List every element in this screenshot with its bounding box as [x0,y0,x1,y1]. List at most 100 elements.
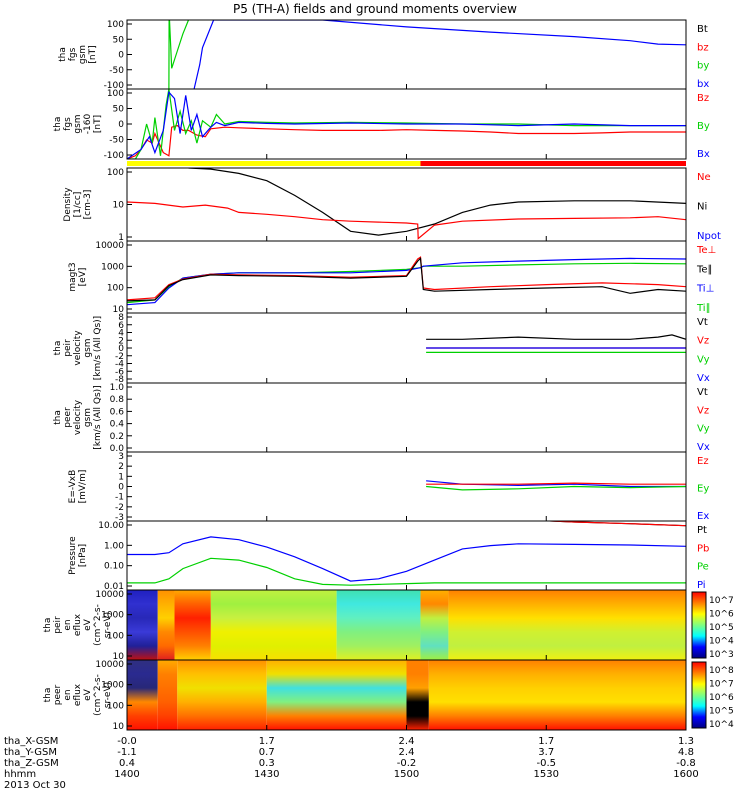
y-axis-label: en [63,689,73,700]
y-tick-label: 0.4 [110,420,125,430]
legend-label: Npot [697,231,721,242]
series-line-1 [127,201,686,240]
ephemeris-row-label: tha_Z-GSM [4,758,59,769]
y-axis-label: (cm^2-s- [93,674,103,716]
date-label: 2013 Oct 30 [4,780,66,791]
y-tick-label: -2 [115,352,124,362]
legend-label: Vy [697,424,710,435]
series-line-1 [193,20,686,89]
y-tick-label: 10 [113,652,125,662]
ephemeris-value: 0.3 [259,758,275,769]
y-axis-label: E=-VxB [68,470,78,504]
y-tick-label: -100 [104,151,125,161]
ephemeris-value: 1.7 [538,736,554,747]
ephemeris-value: 0.4 [119,758,135,769]
y-axis-label: [nT] [88,45,98,63]
y-axis-label: [mV/m] [78,470,88,504]
ephemeris-value: 1400 [114,769,139,780]
spectrogram-band [177,660,267,730]
legend-label: by [697,61,709,72]
y-axis-label: velocity [73,330,83,366]
legend-label: bz [697,42,709,53]
y-tick-label: 100 [107,701,124,711]
legend-label: Vt [697,317,708,328]
series-line-0 [127,536,686,582]
colorbar [691,661,707,729]
y-axis-label: [km/s (All Qs)] [93,316,103,380]
colorbar-tick-label: 10^5 [709,707,734,717]
y-tick-label: 3 [118,452,124,462]
legend-label: Bt [697,24,708,35]
y-tick-label: 10000 [95,660,124,670]
y-axis-label: peir [53,616,63,634]
y-axis-label: sr-eV) [103,682,113,708]
y-axis-label: fgs [68,47,78,61]
colorbar-tick-label: 10^6 [709,610,734,620]
colorbar-tick-label: 10^8 [709,666,734,676]
ephemeris-value: 1530 [534,769,559,780]
y-axis-label: [nPa] [78,544,88,567]
legend-label: Pt [697,525,707,536]
y-axis-label: gsm [83,408,93,427]
spectrogram-band [127,590,158,660]
y-axis-label: sr-eV) [103,612,113,638]
y-axis-label: tha [53,410,63,425]
ephemeris-value: 1430 [254,769,279,780]
colorbar-tick-label: 10^4 [709,637,734,647]
y-tick-label: -1 [115,493,124,503]
y-axis-label: [km/s (All Qs)] [93,385,103,449]
y-tick-label: 0.2 [110,432,124,442]
y-tick-label: 50 [113,105,125,115]
spectrogram-band [420,590,449,660]
y-tick-label: -3 [115,513,124,523]
y-tick-label: 6 [118,321,124,331]
spectrogram-band [174,590,211,660]
ephemeris-row-label: tha_Y-GSM [4,747,57,758]
y-axis-label: tha [43,618,53,633]
y-axis-label: magt3 [68,262,78,291]
y-tick-label: 1000 [101,262,124,272]
y-axis-label: [eV] [78,268,88,287]
legend-label: Vt [697,387,708,398]
y-tick-label: 50 [113,35,125,45]
y-axis-label: velocity [73,399,83,435]
y-axis-label: gsm [78,45,88,64]
legend-label: Bz [697,93,709,104]
y-tick-label: 1 [118,472,124,482]
region-bar-1 [420,161,686,166]
panel-frame [126,167,687,242]
legend-label: Pb [697,543,709,554]
y-tick-label: -6 [115,367,124,377]
y-tick-label: 0 [118,51,124,61]
y-tick-label: 0 [118,120,124,130]
y-tick-label: 4 [118,329,124,339]
y-tick-label: 100 [107,89,124,99]
panel-frame [126,19,687,90]
legend-label: Vz [697,336,709,347]
y-axis-label: [1/cc] [73,192,83,218]
ephemeris-value: 3.7 [538,747,554,758]
ephemeris-value: -0.2 [397,758,417,769]
y-tick-label: 100 [107,20,124,30]
spectrogram-band [336,590,421,660]
y-axis-label: peer [63,407,73,428]
spectrogram-band [127,660,158,730]
y-tick-label: 8 [118,313,124,323]
y-tick-label: 10 [113,305,125,315]
spectrogram-band [157,660,178,730]
y-axis-label: Density [63,187,73,222]
spectrogram-band [157,590,175,660]
y-tick-label: 0 [118,483,124,493]
y-axis-label: fgs [63,117,73,131]
series-line-0 [426,334,686,340]
ephemeris-value: -1.1 [117,747,137,758]
colorbar-tick-label: 10^7 [709,680,734,690]
y-axis-label: tha [53,341,63,356]
ephemeris-row-label: tha_X-GSM [4,736,58,747]
y-tick-label: 0.01 [104,582,124,592]
spectrogram-band [448,590,686,660]
ephemeris-value: 0.7 [259,747,275,758]
y-axis-label: -160 [83,114,93,135]
y-tick-label: 0.6 [110,407,125,417]
